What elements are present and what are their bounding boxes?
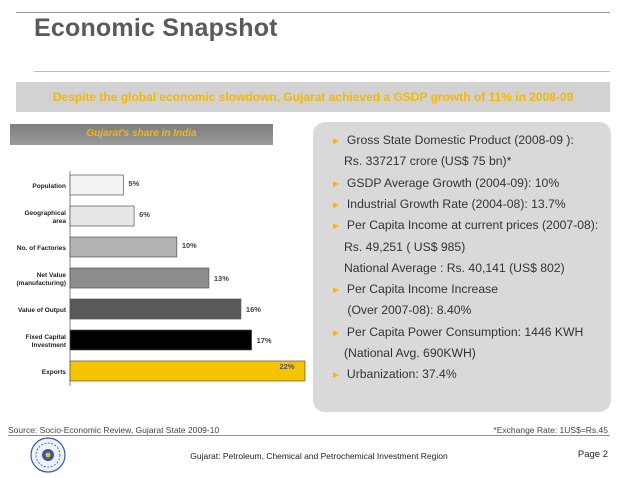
fact-continuation: (Over 2007-08): 8.40% — [344, 303, 472, 318]
category-label: (manufacturing) — [17, 280, 66, 287]
fact-item-5: ► Per Capita Income Increase — [331, 282, 498, 296]
bullet-arrow-icon: ► — [331, 199, 341, 211]
value-label: 16% — [246, 305, 261, 314]
bullet-arrow-icon: ► — [331, 370, 341, 382]
title-underline — [34, 71, 610, 72]
category-label: Investment — [32, 342, 67, 349]
value-label: 13% — [214, 274, 229, 283]
category-label: Exports — [42, 369, 67, 376]
category-label: Value of Output — [18, 307, 67, 314]
value-label: 22% — [279, 362, 294, 371]
fact-continuation: National Average : Rs. 40,141 (US$ 802) — [344, 260, 565, 275]
fact-item-4: ► Per Capita Income at current prices (20… — [331, 218, 598, 232]
category-label: Fixed Capital — [26, 334, 67, 341]
bar-2 — [69, 205, 135, 227]
category-label: area — [53, 218, 67, 225]
headline-banner: Despite the global economic slowdown, Gu… — [16, 82, 610, 112]
source-note: Source: Socio-Economic Review, Gujarat S… — [8, 425, 220, 435]
fact-text: Per Capita Income Increase — [346, 282, 498, 297]
bullet-arrow-icon: ► — [331, 285, 341, 297]
value-label: 6% — [139, 210, 150, 219]
top-rule — [16, 12, 610, 13]
bar-4 — [69, 267, 210, 289]
bullet-arrow-icon: ► — [331, 327, 341, 339]
chart-header: Gujarat's share in India — [10, 124, 273, 145]
fact-text: Urbanization: 37.4% — [346, 367, 457, 382]
exchange-rate-note: *Exchange Rate: 1US$=Rs.45 — [493, 425, 608, 435]
fact-text: Per Capita Income at current prices (200… — [346, 218, 599, 233]
category-label: Population — [32, 183, 66, 190]
category-label: No. of Factories — [17, 245, 67, 252]
fact-continuation: (National Avg. 690KWH) — [344, 346, 476, 360]
headline-text: Despite the global economic slowdown, Gu… — [52, 90, 574, 104]
bullet-arrow-icon: ► — [331, 136, 341, 147]
fact-item-1: ► Gross State Domestic Product (2008-09 )… — [331, 133, 574, 147]
bar-7 — [69, 360, 306, 382]
footer-title: Gujarat: Petroleum, Chemical and Petroch… — [190, 451, 448, 461]
bar-3 — [69, 236, 178, 258]
chart-title: Gujarat's share in India — [86, 128, 197, 139]
fact-item-6: ► Per Capita Power Consumption: 1446 KWH — [331, 325, 583, 339]
footer-rule — [8, 435, 610, 436]
page-number: Page 2 — [577, 449, 608, 460]
fact-text: GSDP Average Growth (2004-09): 10% — [346, 175, 560, 190]
value-label: 5% — [128, 179, 139, 188]
category-label: Net Value — [37, 272, 67, 279]
fact-text: Gross State Domestic Product (2008-09 ): — [346, 133, 574, 147]
gujarat-emblem-logo — [30, 437, 66, 473]
bar-5 — [69, 298, 242, 320]
bullet-arrow-icon: ► — [331, 221, 341, 233]
bar-1 — [69, 174, 124, 196]
category-label: Geographical — [24, 210, 66, 217]
key-facts-panel — [313, 122, 611, 412]
fact-continuation: Rs. 49,251 ( US$ 985) — [344, 239, 466, 254]
fact-item-2: ► GSDP Average Growth (2004-09): 10% — [331, 176, 559, 190]
value-label: 10% — [182, 241, 197, 250]
page-title: Economic Snapshot — [34, 14, 278, 42]
fact-text: Industrial Growth Rate (2004-08): 13.7% — [346, 196, 566, 211]
bar-6 — [69, 329, 252, 351]
fact-item-7: ► Urbanization: 37.4% — [331, 367, 457, 381]
bullet-arrow-icon: ► — [331, 178, 341, 190]
value-label: 17% — [257, 336, 272, 345]
fact-text: Per Capita Power Consumption: 1446 KWH — [346, 324, 584, 339]
fact-item-3: ► Industrial Growth Rate (2004-08): 13.7% — [331, 197, 566, 211]
fact-continuation: Rs. 337217 crore (US$ 75 bn)* — [344, 154, 512, 169]
